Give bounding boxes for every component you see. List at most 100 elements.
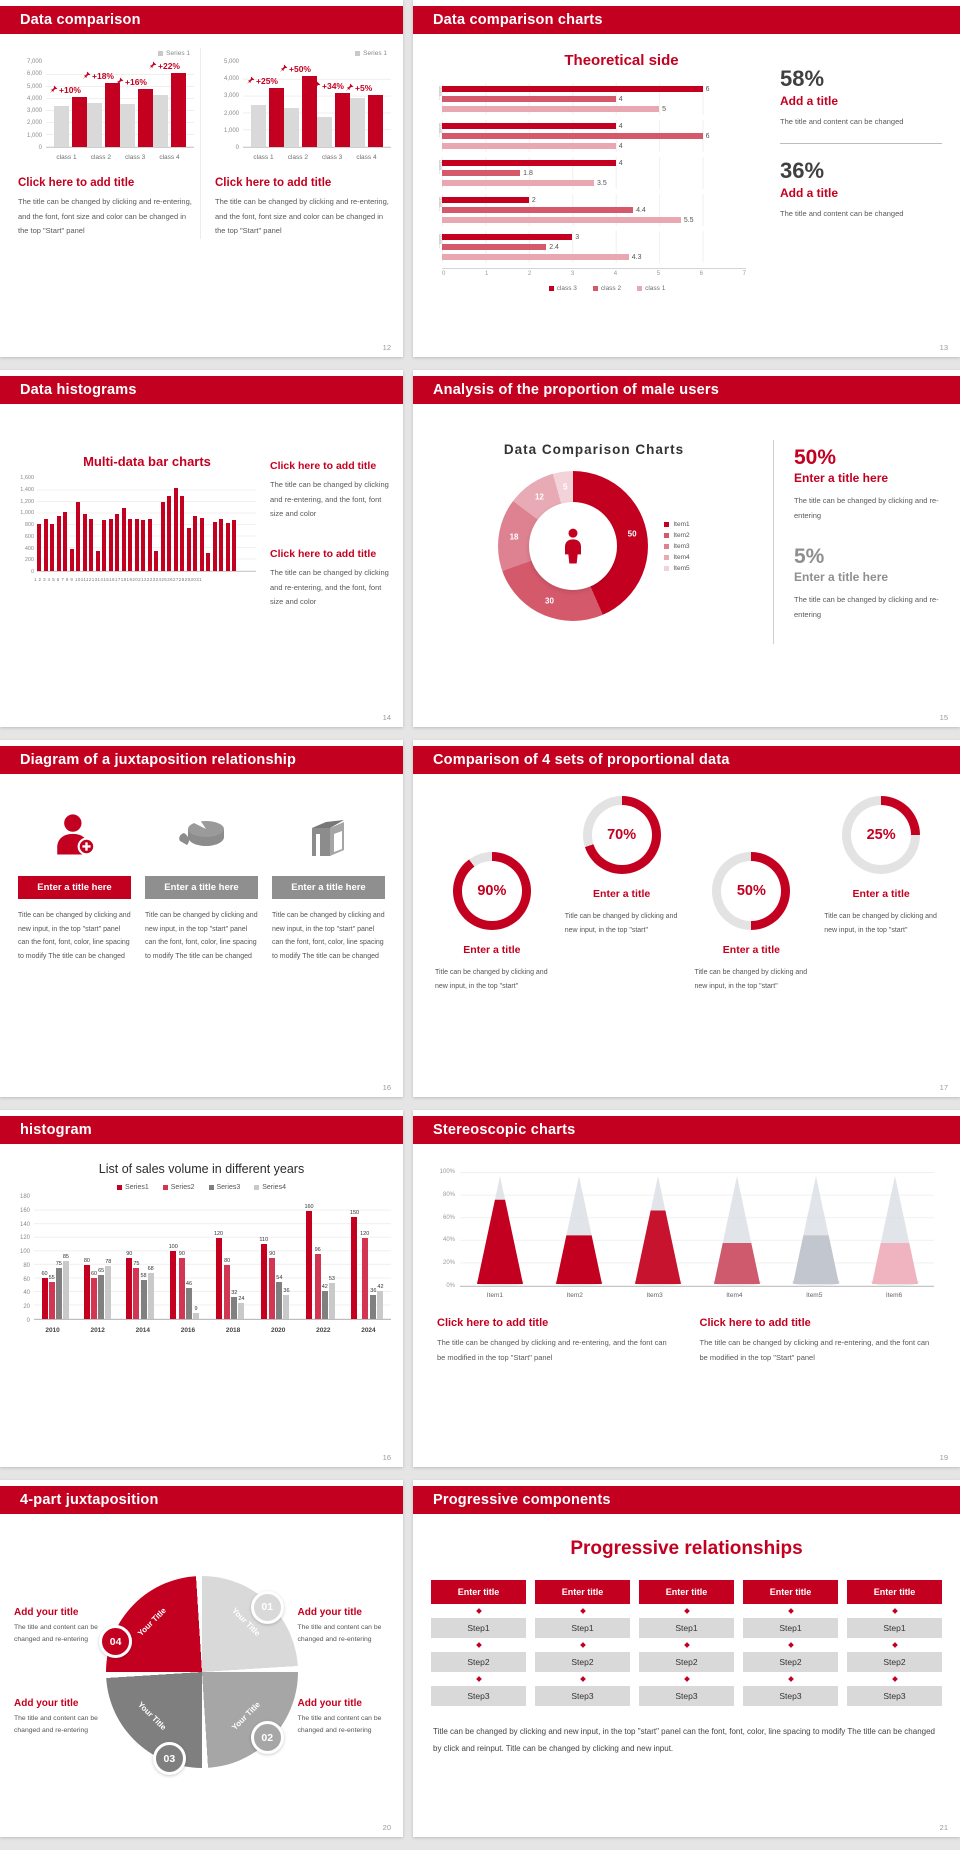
bar-main bbox=[171, 72, 186, 147]
bar-group: +50% bbox=[279, 63, 317, 147]
y-tick: 6,000 bbox=[26, 71, 42, 78]
slide-data-comparison-charts[interactable]: Data comparison charts Theoretical side c… bbox=[413, 0, 960, 357]
bar bbox=[41, 1278, 48, 1319]
footer-text: Title can be changed by clicking and new… bbox=[433, 1727, 935, 1753]
data-label: 90 bbox=[178, 1251, 185, 1257]
y-axis: 1,600 1,400 1,200 1,000 800 600 400 200 0 bbox=[14, 475, 37, 575]
plot-area: +10% +18% +16% +22% bbox=[46, 61, 194, 148]
y-tick: 800 bbox=[24, 522, 34, 528]
stat-title: Enter a title here bbox=[794, 570, 889, 584]
bar-row: 4 bbox=[442, 142, 746, 150]
y-tick: 1,600 bbox=[20, 475, 34, 481]
step-cell: Step2 bbox=[639, 1652, 734, 1672]
x-tick: 4 bbox=[613, 271, 618, 277]
data-label: 18 bbox=[509, 532, 519, 542]
category-label: 2020 bbox=[270, 1327, 286, 1334]
category-label: Item2 bbox=[566, 1292, 583, 1299]
bar-group: +5% bbox=[345, 63, 383, 147]
text-block: Add your title The title and content can … bbox=[14, 1698, 106, 1737]
bar bbox=[98, 1274, 105, 1319]
pct-text: +25% bbox=[256, 76, 278, 87]
legend-swatch bbox=[254, 1185, 260, 1190]
y-tick: 5,000 bbox=[223, 59, 239, 65]
ring-percent: 25% bbox=[866, 827, 896, 843]
bar-row: 4 bbox=[442, 159, 746, 167]
bar-wrap: 60 bbox=[41, 1271, 48, 1319]
bar-group: 160 96 42 53 bbox=[304, 1197, 335, 1319]
slide-content: Enter a title here Title can be changed b… bbox=[0, 774, 403, 964]
bar-base bbox=[317, 116, 332, 147]
bar-row: 3 bbox=[442, 233, 746, 241]
data-label: 4 bbox=[618, 142, 623, 150]
data-label: 4.3 bbox=[631, 253, 642, 261]
category-label: class... bbox=[438, 86, 442, 101]
bars: 2 4.4 5.5 bbox=[442, 194, 746, 226]
slide-content: Add your title The title and content can … bbox=[0, 1514, 403, 1804]
panel-body: The title can be changed by clicking and… bbox=[215, 197, 389, 236]
building-icon bbox=[311, 820, 344, 856]
stat-percent: 5% bbox=[794, 545, 825, 568]
y-tick: 0 bbox=[235, 144, 239, 151]
segment-number-badge: 03 bbox=[152, 1742, 186, 1776]
category-label: 2024 bbox=[361, 1327, 376, 1334]
cone-shape bbox=[870, 1176, 919, 1286]
y-tick: 4,000 bbox=[223, 76, 239, 83]
segment-number-badge: 02 bbox=[250, 1721, 284, 1755]
data-label: 54 bbox=[276, 1275, 283, 1282]
category-label: class 4 bbox=[159, 154, 180, 161]
bar bbox=[442, 197, 529, 203]
slide-male-users-proportion[interactable]: Analysis of the proportion of male users… bbox=[413, 370, 960, 727]
x-tick: 0 bbox=[442, 271, 446, 277]
text-block: Click here to add title The title can be … bbox=[270, 460, 389, 522]
text-block: Add your title The title and content can … bbox=[14, 1607, 106, 1646]
chart-column: Multi-data bar charts 1,600 1,400 1,200 1,00… bbox=[14, 420, 256, 636]
data-label: 150 bbox=[349, 1210, 360, 1217]
bar bbox=[50, 523, 54, 571]
slide-data-histograms[interactable]: Data histograms Multi-data bar charts 1,6… bbox=[0, 370, 403, 727]
step-cell: Step3 bbox=[535, 1686, 630, 1706]
slide-4-part-juxtaposition[interactable]: 4-part juxtaposition Add your title The t… bbox=[0, 1480, 403, 1837]
y-tick: 4,000 bbox=[26, 95, 42, 102]
y-tick: 80% bbox=[442, 1191, 455, 1198]
bar-row: 5.5 bbox=[442, 216, 746, 224]
pct-text: +18% bbox=[92, 71, 114, 82]
slide-data-comparison[interactable]: Data comparison Series 1 7,000 6,000 5,000 4… bbox=[0, 0, 403, 357]
bar bbox=[269, 1258, 276, 1319]
category-label: class 3 bbox=[322, 154, 343, 161]
legend-label: Series 1 bbox=[166, 50, 190, 57]
slide-proportional-data[interactable]: Comparison of 4 sets of proportional dat… bbox=[413, 740, 960, 1097]
bar bbox=[442, 170, 521, 176]
bar bbox=[238, 1302, 245, 1319]
slide-juxtaposition-diagram[interactable]: Diagram of a juxtaposition relationship … bbox=[0, 740, 403, 1097]
ring-body: Title can be changed by clicking and new… bbox=[694, 969, 808, 990]
chart-legend: Series 1 bbox=[215, 50, 387, 57]
slide-histogram[interactable]: histogram List of sales volume in differ… bbox=[0, 1110, 403, 1467]
ring-percent: 70% bbox=[607, 827, 637, 843]
data-label: 96 bbox=[314, 1246, 321, 1253]
slide-stereoscopic-charts[interactable]: Stereoscopic charts 100% 80% 60% 40% 20% 0% It… bbox=[413, 1110, 960, 1467]
bar bbox=[56, 516, 61, 571]
bar-base bbox=[153, 95, 168, 147]
data-label: 2.4 bbox=[549, 243, 559, 251]
bar bbox=[140, 1279, 147, 1319]
text-block: Click here to add title The title can be … bbox=[437, 1317, 674, 1365]
y-tick: 1,000 bbox=[20, 510, 34, 517]
legend-label: Series1 bbox=[125, 1184, 149, 1191]
ring-title: Enter a title bbox=[852, 888, 910, 900]
bar bbox=[121, 507, 126, 571]
feature-title-bar: Enter a title here bbox=[145, 876, 258, 899]
bar bbox=[193, 1312, 200, 1319]
column-header: Enter title bbox=[535, 1580, 630, 1604]
y-tick: 1,000 bbox=[223, 127, 239, 134]
bar-group: 60 55 75 85 bbox=[41, 1197, 69, 1319]
chart-title: Data Comparison Charts bbox=[503, 442, 685, 457]
bar-wrap: 36 bbox=[283, 1288, 290, 1319]
slide-progressive-components[interactable]: Progressive components Progressive relat… bbox=[413, 1480, 960, 1837]
pushpin-icon bbox=[345, 83, 354, 92]
column-header: Enter title bbox=[743, 1580, 838, 1604]
slide-header: Data comparison charts bbox=[413, 6, 960, 34]
bar bbox=[212, 521, 217, 571]
category-axis: class 1 class 2 class 3 class 4 bbox=[215, 154, 391, 161]
bar bbox=[377, 1290, 384, 1319]
chart-title: Theoretical side bbox=[564, 52, 679, 69]
